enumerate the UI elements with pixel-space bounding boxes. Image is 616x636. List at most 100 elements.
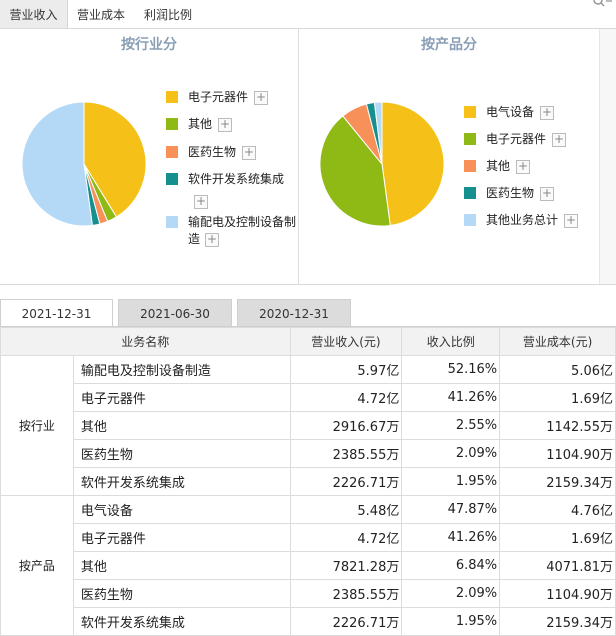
expand-plus-icon[interactable]: + — [254, 90, 268, 105]
ratio-cell: 1.95% — [401, 467, 501, 496]
cost-cell: 2159.34万 — [499, 467, 616, 496]
ratio-cell: 1.95% — [401, 607, 501, 636]
expand-plus-icon[interactable]: + — [218, 117, 232, 132]
legend-label: 输配电及控制设备制 — [188, 215, 297, 229]
business-name-cell: 医药生物 — [72, 439, 291, 468]
revenue-cell: 2226.71万 — [289, 607, 403, 636]
top-tab-bar: 营业收入 营业成本 利润比例 — [0, 0, 616, 29]
cost-cell: 1104.90万 — [499, 579, 616, 608]
revenue-cell: 2385.55万 — [289, 439, 403, 468]
header-business-name: 业务名称 — [0, 327, 291, 356]
legend-swatch — [464, 187, 476, 199]
expand-plus-icon[interactable]: + — [540, 186, 554, 201]
revenue-cell: 7821.28万 — [289, 551, 403, 580]
legend-label: 其他 — [486, 159, 511, 173]
table-row: 医药生物 2385.55万 2.09% 1104.90万 — [1, 439, 616, 468]
business-breakdown-table: 业务名称 营业收入(元) 收入比例 营业成本(元) 按行业 输配电及控制设备制造 5… — [0, 327, 616, 636]
date-tab-2020-12-31[interactable]: 2020-12-31 — [237, 299, 351, 327]
revenue-cell: 5.48亿 — [289, 495, 403, 524]
table-row: 按行业 输配电及控制设备制造 5.97亿 52.16% 5.06亿 — [0, 355, 616, 496]
legend-swatch — [166, 216, 178, 228]
expand-plus-icon[interactable]: + — [540, 105, 554, 120]
revenue-cell: 2226.71万 — [289, 467, 403, 496]
pie-slice-4[interactable] — [21, 101, 93, 227]
expand-plus-icon[interactable]: + — [516, 159, 530, 174]
cost-cell: 1142.55万 — [499, 411, 616, 440]
search-icon[interactable] — [590, 0, 612, 12]
expand-plus-icon[interactable]: + — [194, 194, 208, 209]
legend-label-wrap: 造 — [188, 232, 201, 246]
tab-revenue[interactable]: 营业收入 — [0, 0, 68, 28]
business-name-cell: 电子元器件 — [72, 523, 291, 552]
date-tab-2021-12-31[interactable]: 2021-12-31 — [0, 299, 113, 327]
legend-label: 电气设备 — [486, 105, 535, 119]
cost-cell: 1.69亿 — [499, 383, 616, 412]
business-name-cell: 电子元器件 — [72, 383, 291, 412]
legend-swatch — [464, 160, 476, 172]
cost-cell: 1.69亿 — [499, 523, 616, 552]
table-row: 其他 2916.67万 2.55% 1142.55万 — [1, 411, 616, 440]
pie-slice-0[interactable] — [83, 101, 147, 218]
ratio-cell: 6.84% — [401, 551, 501, 580]
industry-chart-title: 按行业分 — [121, 37, 177, 53]
business-name-cell: 其他 — [72, 551, 291, 580]
cost-cell: 5.06亿 — [499, 355, 616, 384]
revenue-cell: 5.97亿 — [289, 355, 403, 384]
pie-slice-4[interactable] — [373, 101, 383, 165]
legend-swatch — [464, 214, 476, 226]
legend-label: 医药生物 — [188, 145, 237, 159]
header-cost: 营业成本(元) — [499, 327, 616, 356]
ratio-cell: 2.55% — [401, 411, 501, 440]
ratio-cell: 52.16% — [401, 355, 501, 384]
legend-swatch — [166, 91, 178, 103]
legend-swatch — [166, 173, 178, 185]
legend-swatch — [166, 146, 178, 158]
legend-label: 其他业务总计 — [486, 213, 559, 227]
header-revenue: 营业收入(元) — [289, 327, 403, 356]
table-row: 按产品 电气设备 5.48亿 47.87% 4.76亿 — [0, 495, 616, 636]
tab-profit-ratio[interactable]: 利润比例 — [143, 8, 192, 22]
product-chart-panel: 按产品分 电气设备 + 电子元器件 + 其他 + 医药生物 + 其他业务总计 + — [299, 29, 599, 284]
category-cell: 按行业 — [0, 355, 74, 496]
expand-plus-icon[interactable]: + — [552, 132, 566, 147]
industry-pie-chart — [21, 101, 147, 227]
revenue-cell: 4.72亿 — [289, 523, 403, 552]
header-revenue-ratio: 收入比例 — [401, 327, 501, 356]
product-chart-title: 按产品分 — [421, 37, 477, 53]
legend-label: 其他 — [188, 117, 213, 131]
date-tab-2021-06-30[interactable]: 2021-06-30 — [118, 299, 232, 327]
legend-label: 医药生物 — [486, 186, 535, 200]
expand-plus-icon[interactable]: + — [242, 145, 256, 160]
tab-cost[interactable]: 营业成本 — [76, 8, 125, 22]
table-row: 软件开发系统集成 2226.71万 1.95% 2159.34万 — [1, 467, 616, 496]
table-row: 电子元器件 4.72亿 41.26% 1.69亿 — [1, 383, 616, 412]
business-name-cell: 软件开发系统集成 — [72, 467, 291, 496]
ratio-cell: 47.87% — [401, 495, 501, 524]
table-row: 电子元器件 4.72亿 41.26% 1.69亿 — [1, 523, 616, 552]
legend-swatch — [166, 118, 178, 130]
category-cell: 按产品 — [0, 495, 74, 636]
expand-plus-icon[interactable]: + — [205, 232, 219, 247]
revenue-cell: 2385.55万 — [289, 579, 403, 608]
ratio-cell: 41.26% — [401, 383, 501, 412]
cost-cell: 1104.90万 — [499, 439, 616, 468]
business-name-cell: 其他 — [72, 411, 291, 440]
pie-slice-0[interactable] — [381, 101, 445, 227]
legend-swatch — [464, 133, 476, 145]
business-name-cell: 输配电及控制设备制造 — [72, 355, 291, 384]
legend-label: 电子元器件 — [486, 132, 547, 146]
ratio-cell: 41.26% — [401, 523, 501, 552]
industry-chart-panel: 按行业分 电子元器件 + 其他 + 医药生物 + 软件开发系统集成 + 输配电及… — [0, 29, 299, 284]
cost-cell: 4071.81万 — [499, 551, 616, 580]
table-row: 其他 7821.28万 6.84% 4071.81万 — [1, 551, 616, 580]
expand-plus-icon[interactable]: + — [564, 213, 578, 228]
revenue-cell: 2916.67万 — [289, 411, 403, 440]
business-name-cell: 软件开发系统集成 — [72, 607, 291, 636]
legend-label: 电子元器件 — [188, 90, 249, 104]
ratio-cell: 2.09% — [401, 579, 501, 608]
chart-scrollbar[interactable] — [599, 29, 616, 284]
product-legend: 电气设备 + 电子元器件 + 其他 + 医药生物 + 其他业务总计 + — [464, 104, 594, 244]
legend-label: 软件开发系统集成 — [188, 172, 285, 186]
business-name-cell: 医药生物 — [72, 579, 291, 608]
pie-slice-1[interactable] — [319, 115, 391, 227]
